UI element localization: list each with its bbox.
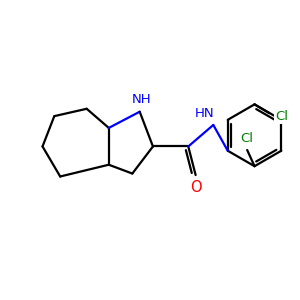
Text: NH: NH [131, 93, 151, 106]
Text: Cl: Cl [241, 132, 254, 145]
Text: O: O [190, 180, 202, 195]
Text: Cl: Cl [275, 110, 288, 123]
Text: HN: HN [195, 107, 214, 120]
